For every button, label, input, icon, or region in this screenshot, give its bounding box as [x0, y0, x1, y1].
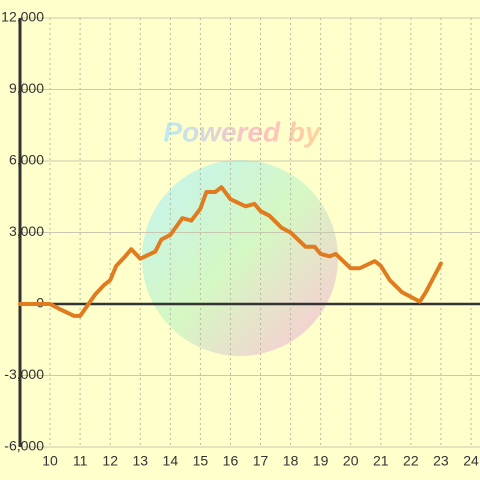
- x-tick-label: 21: [373, 453, 389, 469]
- watermark-logo: [142, 160, 338, 356]
- x-tick-label: 18: [283, 453, 299, 469]
- x-tick-label: 22: [403, 453, 419, 469]
- x-tick-label: 19: [313, 453, 329, 469]
- x-tick-label: 13: [132, 453, 148, 469]
- y-tick-label: 6,000: [9, 152, 44, 168]
- y-tick-label: -6,000: [4, 438, 44, 454]
- x-tick-label: 20: [343, 453, 359, 469]
- watermark: Powered by: [163, 116, 322, 147]
- y-tick-label: 12,000: [1, 9, 44, 25]
- x-tick-label: 10: [42, 453, 58, 469]
- x-tick-label: 17: [253, 453, 269, 469]
- y-tick-label: 3,000: [9, 223, 44, 239]
- x-tick-label: 14: [163, 453, 179, 469]
- data-line: [18, 185, 443, 318]
- x-tick-label: 23: [433, 453, 449, 469]
- x-tick-label: 15: [193, 453, 209, 469]
- x-tick-label: 16: [223, 453, 239, 469]
- x-tick-label: 12: [102, 453, 118, 469]
- x-tick-label: 11: [73, 453, 88, 469]
- x-tick-label: 24: [463, 453, 479, 469]
- y-tick-label: 9,000: [9, 80, 44, 96]
- y-tick-label: -3,000: [4, 366, 44, 382]
